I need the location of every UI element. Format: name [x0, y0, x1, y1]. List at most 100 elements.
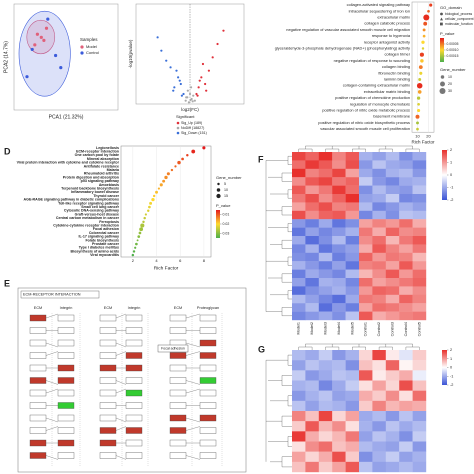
gene-point — [187, 101, 191, 104]
heatmap-cell — [399, 400, 413, 412]
size-key — [217, 182, 220, 186]
heatmap-cell — [385, 278, 400, 287]
dendrogram — [270, 240, 292, 249]
interaction-line — [185, 342, 201, 348]
heatmap-cell — [318, 160, 333, 169]
gene-box — [169, 427, 187, 434]
heatmap-cell — [399, 168, 413, 178]
gene-box — [99, 402, 117, 409]
heatmap-cell — [359, 227, 373, 237]
gene-box — [57, 402, 75, 409]
heatmap-cell — [332, 286, 346, 295]
term-dot — [420, 59, 424, 63]
heatmap-cell — [412, 202, 427, 211]
heatmap-cell — [318, 390, 333, 402]
heatmap-cell — [399, 421, 413, 432]
dendrogram — [268, 223, 292, 232]
term-label: Terpenoid backbone biosynthesis — [61, 187, 119, 191]
heatmap-cell — [292, 390, 306, 402]
heatmap-cell — [385, 411, 400, 422]
heatmap-cell — [399, 286, 413, 295]
size-key — [440, 75, 445, 79]
gene-box — [125, 389, 143, 397]
heatmap-cell — [412, 168, 427, 178]
heatmap-cell — [292, 421, 306, 432]
heatmap-cell — [399, 390, 413, 402]
heatmap-cell — [372, 194, 386, 203]
size-key-label: 15 — [224, 194, 228, 198]
gene-point — [169, 66, 172, 69]
heatmap-cell — [412, 194, 427, 203]
heatmap-cell — [332, 303, 346, 312]
gene-box — [169, 414, 187, 422]
heatmap-cell — [359, 278, 373, 287]
term-label: response to hyperoxia — [372, 33, 411, 38]
colorbar — [442, 150, 447, 200]
heatmap-cell — [412, 261, 427, 270]
heatmap-cell — [399, 350, 413, 361]
heatmap-cell — [318, 152, 333, 161]
heatmap-cell — [292, 380, 306, 391]
term-dot — [155, 190, 158, 194]
heatmap-cell — [412, 441, 427, 452]
sample-point — [35, 32, 40, 36]
interaction-line — [115, 417, 127, 423]
heatmap-cell — [399, 185, 413, 195]
heatmap-cell — [305, 431, 319, 442]
size-key — [216, 193, 221, 199]
x-axis-label: PCA1 (21.32%) — [49, 114, 84, 120]
gene-box — [29, 327, 47, 334]
heatmap-cell — [412, 185, 427, 195]
gene-point — [193, 99, 196, 102]
heatmap-cell — [292, 202, 306, 211]
heatmap-cell — [292, 411, 306, 422]
heatmap-cell — [292, 350, 306, 361]
term-label: Protein digestion and absorption — [63, 175, 119, 179]
gene-box — [169, 327, 187, 334]
heatmap-cell — [305, 441, 319, 452]
heatmap-cell — [385, 294, 400, 304]
heatmap-cell — [412, 252, 427, 262]
gene-point — [184, 99, 187, 102]
interaction-line — [185, 380, 201, 385]
heatmap-cell — [372, 431, 386, 442]
heatmap-cell — [332, 269, 346, 279]
column-header: Proteoglycan — [197, 306, 219, 310]
gene-point — [211, 56, 214, 59]
term-label: collagen catabolic process — [364, 21, 410, 26]
heatmap-cell — [318, 411, 333, 422]
heatmap-cell — [332, 244, 346, 253]
gene-box — [99, 389, 117, 397]
heatmap-cell — [385, 286, 400, 295]
term-dot — [417, 90, 422, 94]
gene-box — [57, 314, 75, 322]
term-label: receptor antagonist activity — [364, 39, 410, 44]
column-header: ECM — [34, 306, 42, 310]
gene-box — [125, 339, 143, 347]
heatmap-cell — [412, 286, 427, 295]
panel-letter: E — [4, 278, 10, 288]
colorbar-label: -1 — [450, 374, 453, 378]
heatmap-cell — [292, 311, 306, 321]
colorbar — [216, 210, 220, 238]
y-axis-label: PCA2 (14.7%) — [3, 41, 9, 73]
heatmap-cell — [332, 350, 346, 361]
heatmap-cell — [359, 431, 373, 442]
heatmap-cell — [412, 360, 427, 371]
gene-box — [29, 314, 47, 322]
term-dot — [148, 205, 151, 209]
term-dot — [143, 216, 146, 220]
heatmap-cell — [359, 210, 373, 220]
interaction-line — [115, 342, 127, 348]
term-label: Ferroptosis — [99, 220, 119, 224]
dendrogram — [405, 146, 420, 152]
heatmap-cell — [318, 294, 333, 304]
term-dot — [418, 65, 423, 70]
term-dot — [417, 102, 420, 106]
heatmap-cell — [372, 461, 386, 473]
gene-point — [195, 92, 198, 96]
dendrogram — [352, 344, 366, 350]
heatmap-cell — [412, 303, 427, 312]
heatmap-cell — [318, 461, 333, 473]
gene-box — [99, 352, 117, 359]
